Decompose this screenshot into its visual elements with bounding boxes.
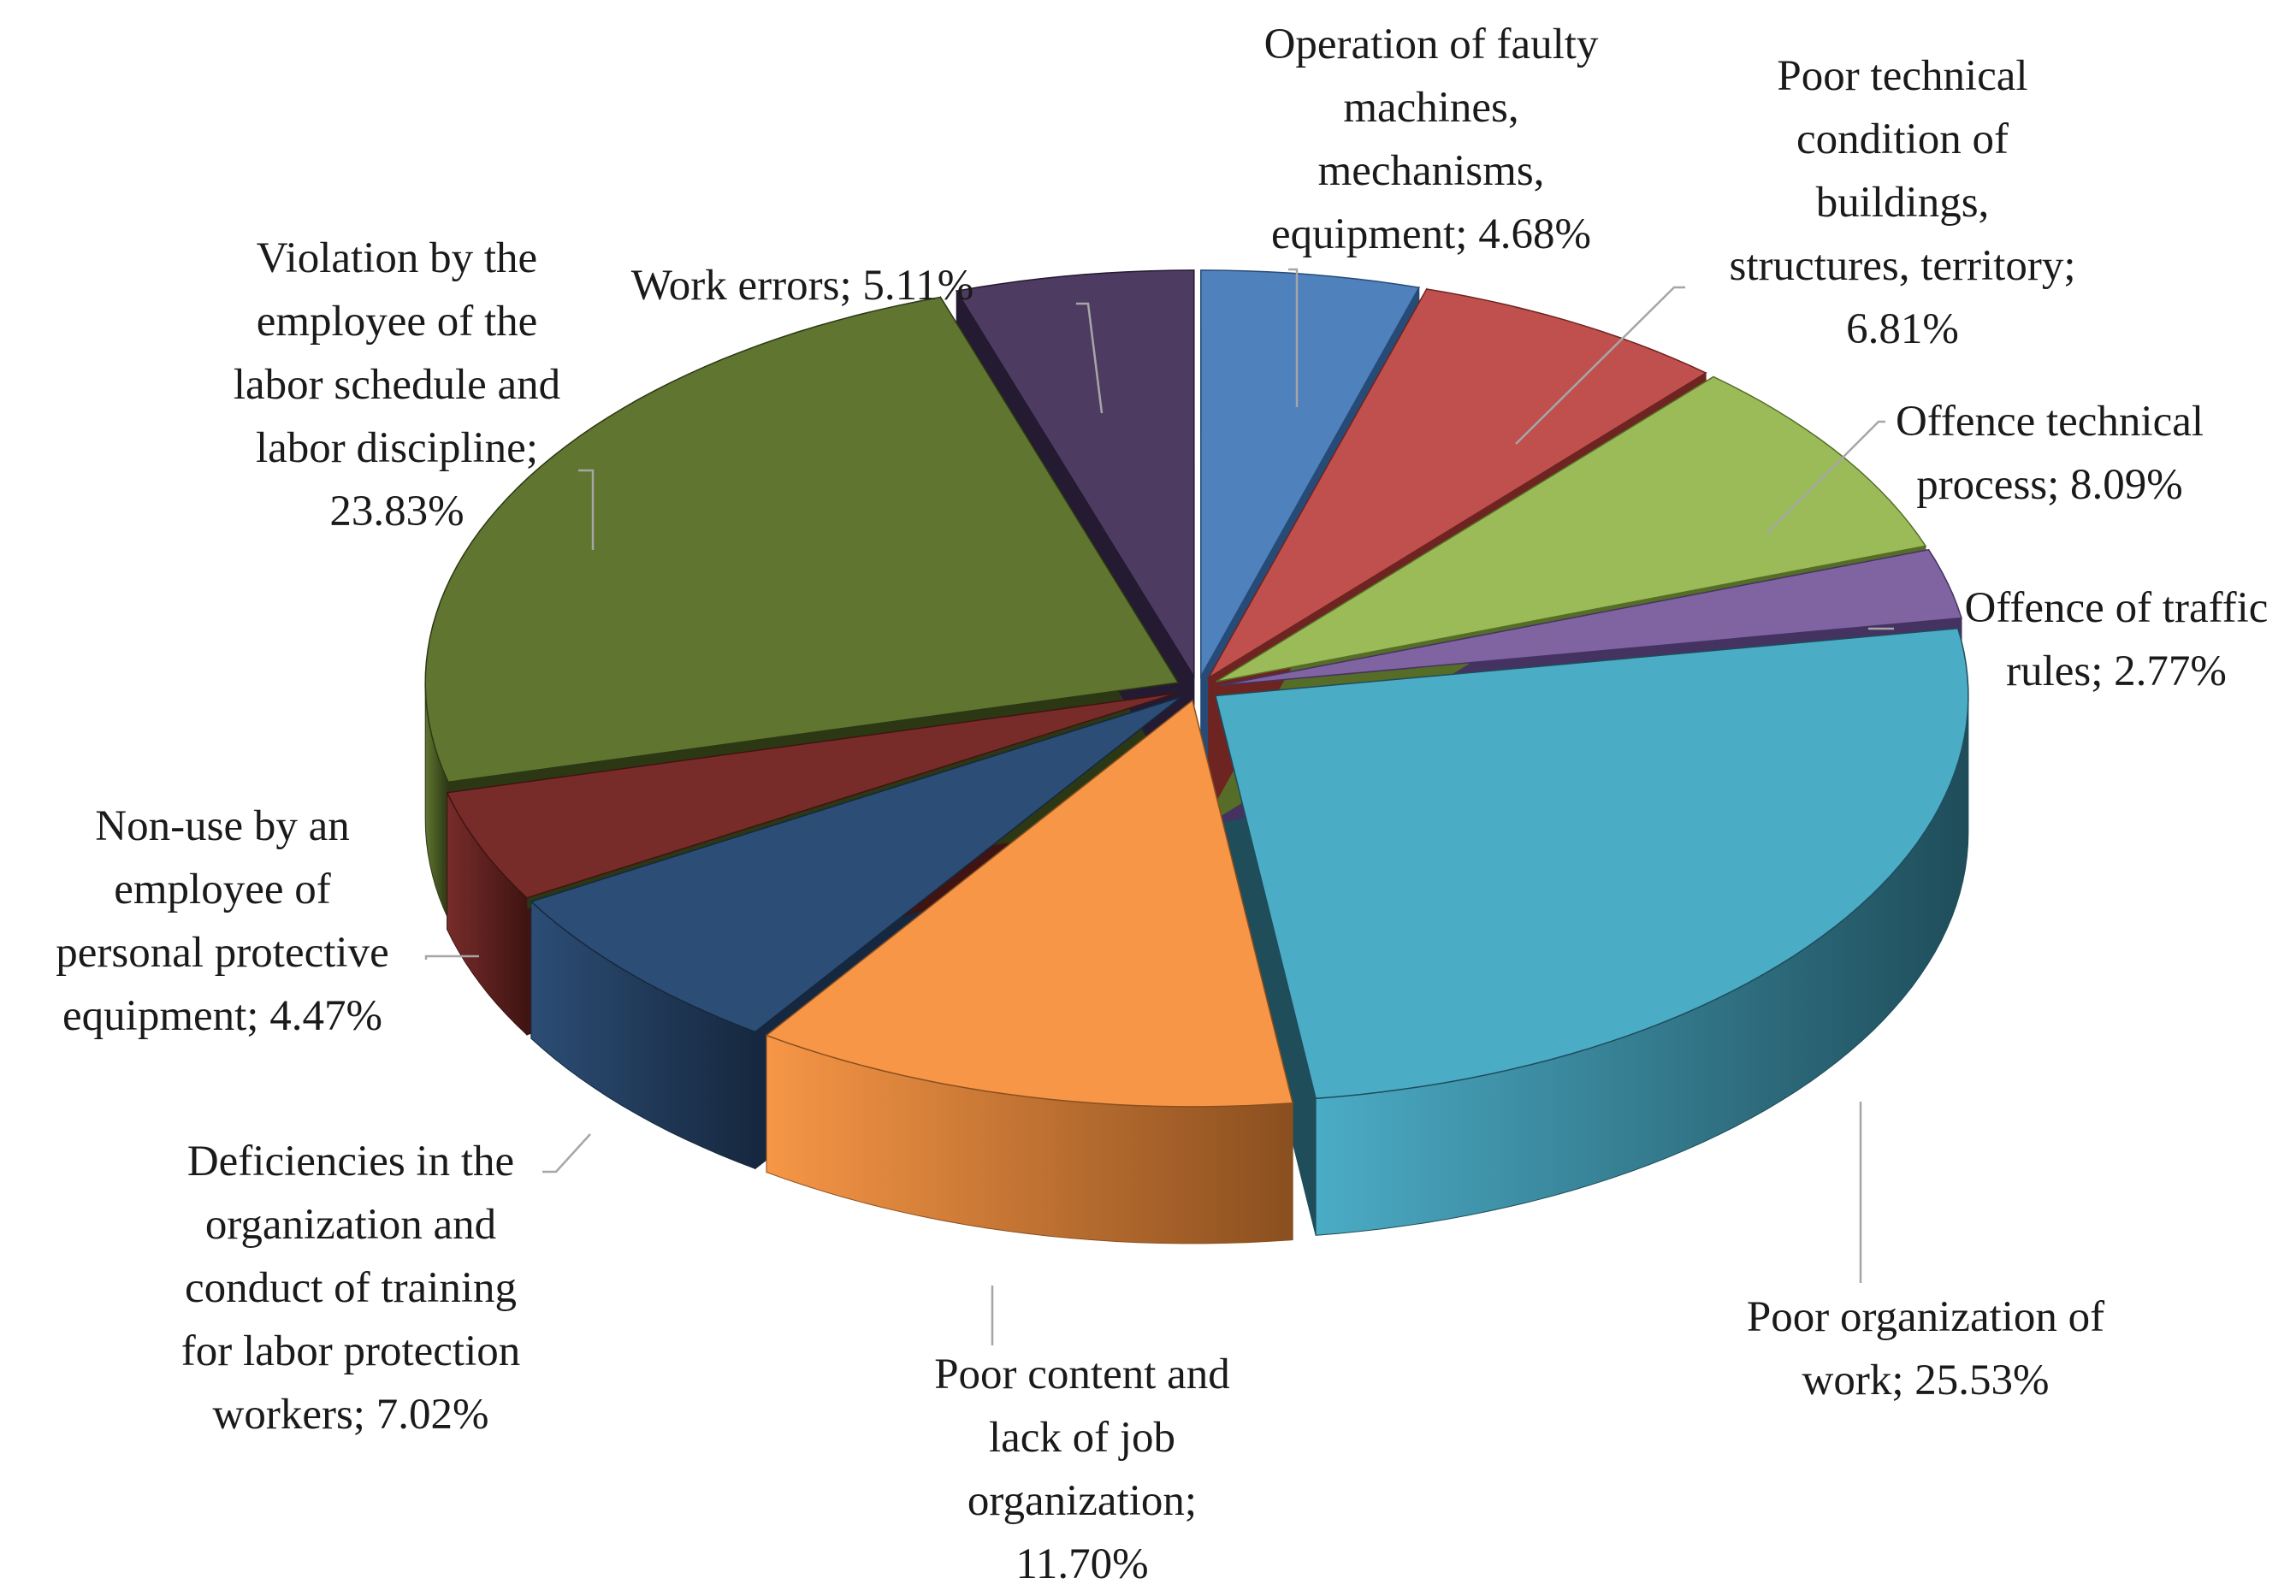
slice-offence-technical-process [1216,375,1927,683]
slice-poor-technical-condition-of-buildings-structures-territory [1206,288,1707,680]
data-labels: Operation of faulty machines, mechanisms, e… [56,21,2268,1588]
label-poor-content-and-lack-of-job-organization: Poor content and lack of job organization;… [934,1351,1230,1588]
leader-line-poor-technical-condition-of-buildings-structures-territory [1515,286,1685,445]
label-offence-technical-process: Offence technical process; 8.09% [1896,398,2204,509]
label-poor-technical-condition-of-buildings-structures-territory: Poor technical condition of buildings, stru… [1729,52,2075,353]
slice-offence-of-traffic-rules [1219,548,1963,687]
label-deficiencies-in-the-organization-and-conduct-of-training-for-labor-protection-workers: Deficiencies in the organization and condu… [181,1138,521,1439]
slice-deficiencies-in-the-organization-and-conduct-of-training-for-labor-protection-workers [530,696,1182,1033]
slice-poor-organization-of-work [1214,627,1969,1100]
slice-tops [424,269,1969,1108]
slice-work-errors [955,269,1195,679]
label-operation-of-faulty-machines-mechanisms-equipment: Operation of faulty machines, mechanisms, e… [1264,21,1599,258]
slice-violation-by-the-employee-of-the-labor-schedule-and-labor-discipline [424,296,1180,783]
label-work-errors: Work errors; 5.11% [631,262,973,310]
slice-poor-content-and-lack-of-job-organization [765,699,1294,1108]
slice-non-use-by-an-employee-of-personal-protective-equipment [446,692,1178,899]
leader-line-violation-by-the-employee-of-the-labor-schedule-and-labor-discipline [578,469,595,550]
leader-line-non-use-by-an-employee-of-personal-protective-equipment [424,955,479,960]
leader-line-work-errors [1076,302,1104,414]
label-non-use-by-an-employee-of-personal-protective-equipment: Non-use by an employee of personal protect… [56,802,388,1040]
leader-line-offence-technical-process [1766,420,1885,534]
label-poor-organization-of-work: Poor organization of work; 25.53% [1747,1293,2104,1404]
label-offence-of-traffic-rules: Offence of traffic rules; 2.77% [1965,584,2269,695]
slice-operation-of-faulty-machines-mechanisms-equipment [1200,269,1420,679]
label-violation-by-the-employee-of-the-labor-schedule-and-labor-discipline: Violation by the employee of the labor sch… [234,234,560,535]
leader-line-operation-of-faulty-machines-mechanisms-equipment [1288,268,1299,407]
leader-line-deficiencies-in-the-organization-and-conduct-of-training-for-labor-protection-workers [542,1133,591,1173]
